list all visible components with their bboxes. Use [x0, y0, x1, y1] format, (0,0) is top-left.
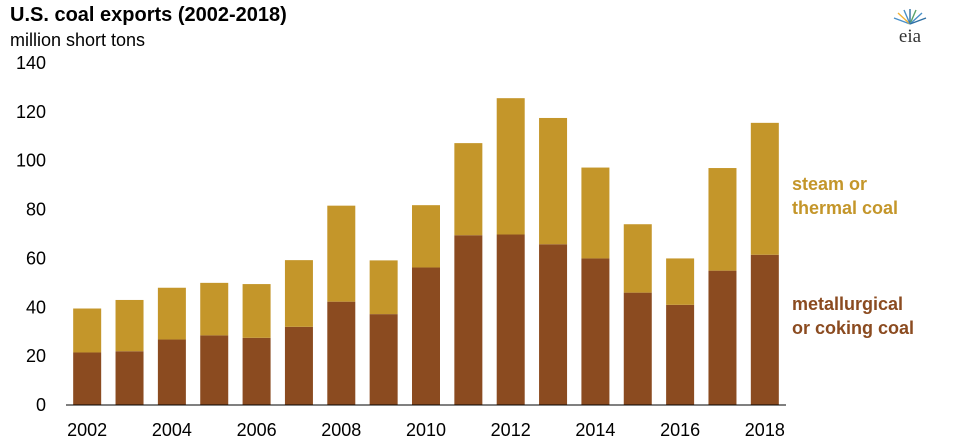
- x-tick-label: 2014: [575, 420, 615, 440]
- x-tick-label: 2002: [67, 420, 107, 440]
- y-axis: 0 20 40 60 80 100 120 140: [16, 53, 46, 415]
- y-tick-label: 0: [36, 395, 46, 415]
- bar-segment-steam-2014: [581, 167, 610, 259]
- bar-segment-metallurgical-2016: [666, 304, 695, 405]
- bar-segment-steam-2015: [623, 224, 652, 293]
- x-tick-label: 2018: [745, 420, 785, 440]
- bar-segment-metallurgical-2006: [242, 337, 271, 405]
- bar-segment-metallurgical-2004: [157, 339, 186, 405]
- bar-segment-metallurgical-2007: [284, 326, 313, 405]
- legend: metallurgical or coking coal steam or therm…: [792, 174, 914, 338]
- bar-segment-steam-2009: [369, 260, 398, 315]
- legend-label-steam: steam or: [792, 174, 867, 194]
- x-tick-label: 2004: [152, 420, 192, 440]
- x-tick-label: 2016: [660, 420, 700, 440]
- y-tick-label: 140: [16, 53, 46, 73]
- bar-segment-steam-2003: [115, 299, 144, 352]
- bar-segment-steam-2008: [327, 205, 356, 302]
- bar-segment-steam-2002: [73, 308, 102, 353]
- y-tick-label: 100: [16, 151, 46, 171]
- y-tick-label: 80: [26, 200, 46, 220]
- bar-segment-steam-2005: [200, 282, 229, 336]
- bar-segment-metallurgical-2014: [581, 258, 610, 405]
- y-tick-label: 20: [26, 346, 46, 366]
- bar-segment-metallurgical-2002: [73, 352, 102, 405]
- bar-segment-metallurgical-2018: [750, 254, 779, 405]
- bar-segment-steam-2012: [496, 98, 525, 235]
- bar-segment-metallurgical-2010: [412, 267, 440, 405]
- legend-label-metallurgical: or coking coal: [792, 318, 914, 338]
- bar-segment-steam-2006: [242, 284, 271, 338]
- eia-logo-text: eia: [899, 26, 922, 47]
- bar-segment-metallurgical-2012: [496, 234, 525, 405]
- y-tick-label: 40: [26, 297, 46, 317]
- bar-segment-metallurgical-2017: [708, 270, 737, 405]
- y-tick-label: 120: [16, 102, 46, 122]
- x-axis: 2002 2004 2006 2008 2010 2012 2014 2016 2018: [66, 404, 786, 440]
- bar-segment-steam-2011: [454, 143, 483, 236]
- bar-segment-steam-2017: [708, 168, 737, 271]
- bar-segment-metallurgical-2009: [369, 314, 398, 405]
- x-tick-label: 2006: [237, 420, 277, 440]
- bar-segment-steam-2018: [750, 122, 779, 255]
- bar-segment-steam-2010: [412, 205, 440, 268]
- x-tick-label: 2008: [321, 420, 361, 440]
- bar-segment-metallurgical-2003: [115, 351, 144, 405]
- bar-segment-metallurgical-2015: [623, 292, 652, 405]
- bar-segment-metallurgical-2013: [539, 244, 568, 405]
- bar-segment-steam-2013: [539, 117, 568, 245]
- bar-segment-metallurgical-2011: [454, 235, 483, 405]
- bar-segment-metallurgical-2005: [200, 335, 229, 405]
- y-tick-label: 60: [26, 248, 46, 268]
- eia-sunburst-icon: [893, 9, 927, 25]
- eia-logo-icon: eia: [893, 9, 927, 47]
- legend-label-metallurgical: metallurgical: [792, 294, 903, 314]
- bar-segment-steam-2016: [666, 258, 695, 305]
- legend-label-steam: thermal coal: [792, 198, 898, 218]
- x-tick-label: 2010: [406, 420, 446, 440]
- x-tick-label: 2012: [491, 420, 531, 440]
- bar-segment-metallurgical-2008: [327, 301, 356, 405]
- chart-subtitle: million short tons: [10, 30, 146, 50]
- bar-segment-steam-2004: [157, 287, 186, 340]
- bar-segment-steam-2007: [284, 260, 313, 327]
- chart-title: U.S. coal exports (2002-2018): [10, 4, 287, 26]
- bars: [73, 98, 779, 405]
